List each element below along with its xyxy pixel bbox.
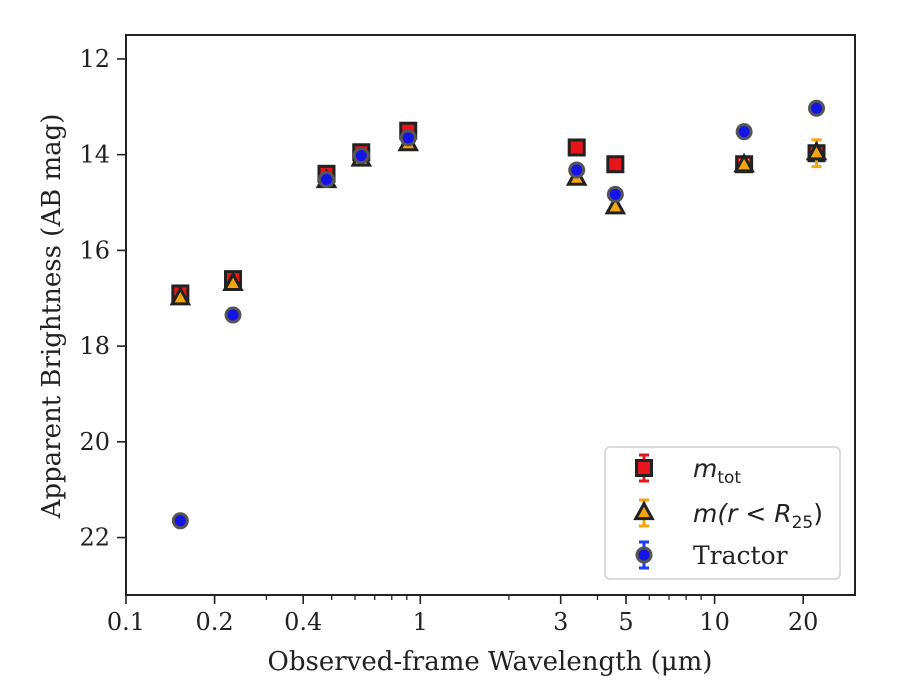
data-point xyxy=(317,171,335,189)
data-point xyxy=(808,99,826,117)
x-tick-label: 0.4 xyxy=(284,608,322,636)
x-tick-label: 5 xyxy=(618,608,633,636)
series-0 xyxy=(171,121,826,303)
x-axis: 0.1 0.2 0.4 1 3 5 10 20 xyxy=(107,595,819,636)
x-tick-label: 0.1 xyxy=(107,608,145,636)
x-tick-label: 10 xyxy=(699,608,730,636)
data-point xyxy=(399,129,417,147)
data-point xyxy=(805,140,828,161)
y-tick-label: 18 xyxy=(79,332,110,360)
x-tick-label: 20 xyxy=(788,608,819,636)
legend-marker xyxy=(635,459,653,477)
legend-label: m(r < R25) xyxy=(693,499,823,533)
data-point xyxy=(606,155,625,174)
data-point xyxy=(733,152,755,173)
plot-area xyxy=(125,34,856,596)
series-1 xyxy=(169,131,828,306)
legend-marker xyxy=(633,500,655,521)
y-axis: 12 14 16 18 20 22 xyxy=(79,45,126,552)
y-tick-label: 22 xyxy=(79,524,110,552)
data-point xyxy=(606,185,624,203)
y-tick-label: 20 xyxy=(79,428,110,456)
y-tick-label: 12 xyxy=(79,45,110,73)
y-tick-label: 16 xyxy=(79,236,110,264)
plot-frame xyxy=(125,34,856,596)
series-2 xyxy=(171,99,826,530)
data-point xyxy=(735,123,753,141)
data-point xyxy=(171,512,189,530)
data-point xyxy=(568,161,586,179)
legend-box xyxy=(604,446,841,580)
data-point xyxy=(567,138,586,157)
series-layer xyxy=(169,99,828,530)
x-axis-label: Observed-frame Wavelength (μm) xyxy=(268,647,713,677)
x-tick-label: 1 xyxy=(413,608,428,636)
data-point xyxy=(352,147,370,165)
data-point xyxy=(604,194,627,215)
x-tick-label: 0.2 xyxy=(196,608,234,636)
legend-label: Tractor xyxy=(693,541,788,570)
y-tick-label: 14 xyxy=(79,141,110,169)
data-point xyxy=(224,306,242,324)
data-point xyxy=(169,285,192,306)
legend-marker xyxy=(635,546,653,564)
data-point xyxy=(222,271,244,292)
x-tick-label: 3 xyxy=(553,608,568,636)
y-axis-label: Apparent Brightness (AB mag) xyxy=(37,114,67,520)
